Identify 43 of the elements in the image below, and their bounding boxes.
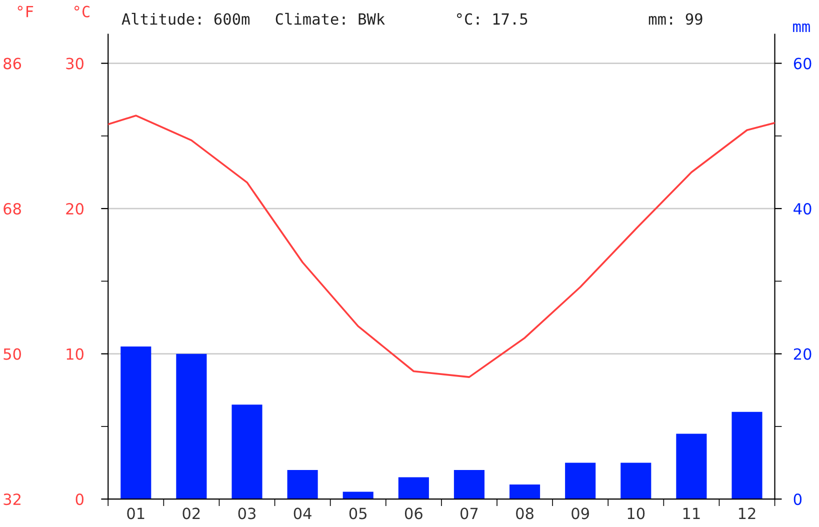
x-tick-label: 01 <box>127 508 144 520</box>
x-tick-label: 04 <box>294 508 312 520</box>
y3-axis-title: °F <box>18 6 34 18</box>
y2-tick-label: 60 <box>794 58 812 70</box>
bar <box>232 404 262 500</box>
x-tick-label: 03 <box>238 508 256 520</box>
x-tick-label: 05 <box>349 508 366 520</box>
y-tick-label: 30 <box>66 58 84 70</box>
y2-axis-title: mm <box>793 23 810 32</box>
bar <box>732 412 762 500</box>
y2-tick-label: 20 <box>794 348 812 360</box>
x-tick-label: 02 <box>182 508 200 520</box>
bar <box>509 484 540 500</box>
bar <box>565 462 596 500</box>
y3-tick-label: 50 <box>4 348 21 360</box>
bar <box>120 346 152 500</box>
x-tick-label: 12 <box>738 508 756 520</box>
x-tick-label: 07 <box>460 508 478 520</box>
x-tick-label: 11 <box>683 508 700 520</box>
text: Climate: BWk <box>276 12 385 25</box>
bar <box>176 354 207 500</box>
text: °C: 17.5 <box>457 13 528 25</box>
x-tick-label: 09 <box>572 508 589 520</box>
x-tick-label: 06 <box>404 508 422 520</box>
bar <box>398 477 429 500</box>
bar <box>454 470 484 500</box>
y-tick-label: 10 <box>66 348 84 360</box>
line-series <box>108 114 775 378</box>
bar <box>620 462 652 500</box>
y2-tick-label: 0 <box>794 494 802 506</box>
text: mm: 99 <box>648 13 702 25</box>
bar <box>676 434 707 500</box>
y-tick-label: 20 <box>66 203 84 215</box>
x-tick-label: 10 <box>628 508 645 520</box>
y3-tick-label: 32 <box>4 494 20 506</box>
x-tick-label: 08 <box>516 508 534 520</box>
y-axis-title: °C <box>74 6 90 18</box>
y-tick-label: 0 <box>76 494 84 506</box>
y3-tick-label: 86 <box>4 58 22 70</box>
bar <box>287 470 318 500</box>
y2-tick-label: 40 <box>794 203 812 215</box>
text: Altitude: 600m <box>122 12 250 25</box>
y3-tick-label: 68 <box>4 203 21 215</box>
